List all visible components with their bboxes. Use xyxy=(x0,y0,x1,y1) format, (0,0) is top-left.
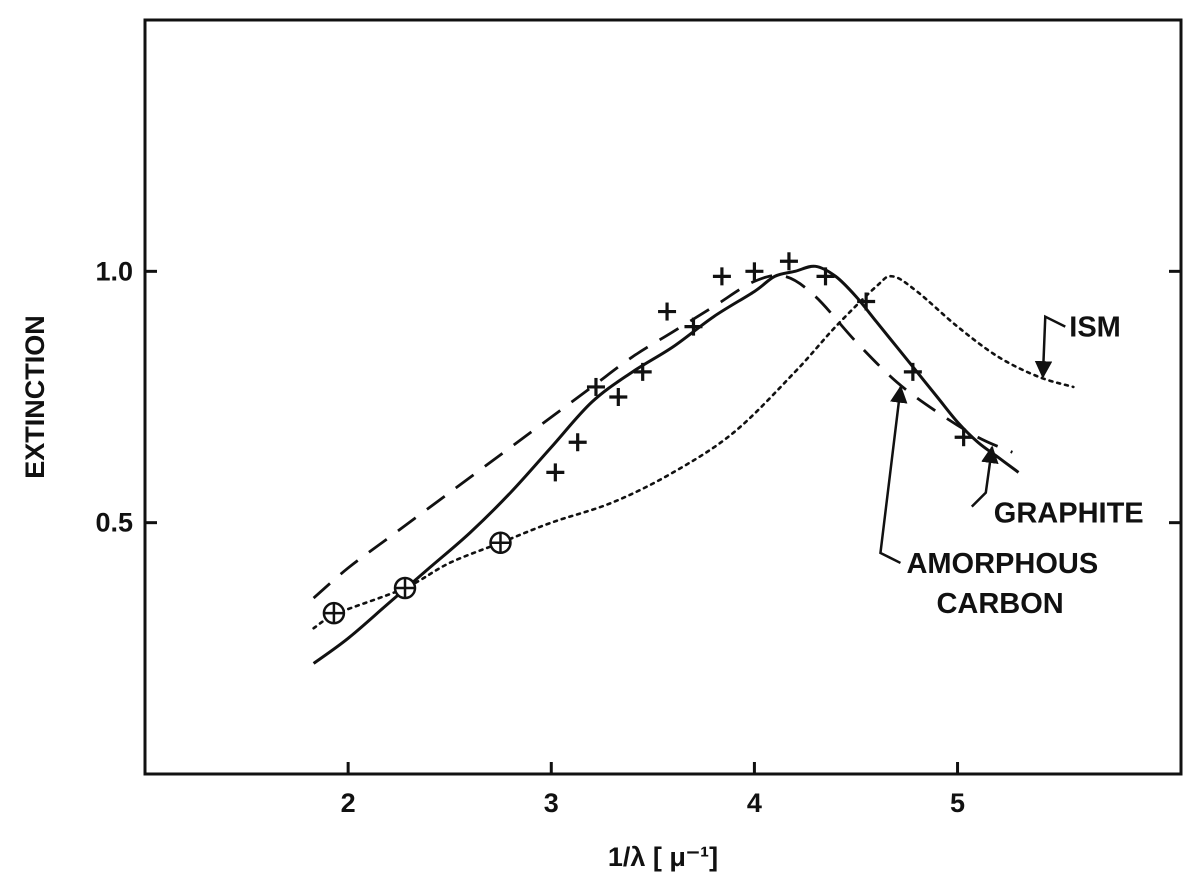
measured-data-point xyxy=(586,377,605,396)
x-axis-tick-labels: 2 3 4 5 xyxy=(341,788,965,818)
y-axis-label: EXTINCTION xyxy=(20,315,50,479)
y-axis-ticks xyxy=(145,269,1181,525)
y-axis-tick-labels: 0.5 1.0 xyxy=(95,256,133,537)
x-tick-label: 3 xyxy=(544,788,559,818)
measured-data-point xyxy=(568,433,587,452)
x-tick-label: 4 xyxy=(747,788,762,818)
series-ism-line xyxy=(312,274,1075,630)
ism-data-point xyxy=(489,531,512,555)
measured-data-point xyxy=(857,292,876,311)
x-axis-ticks xyxy=(346,762,960,774)
measured-data-point xyxy=(816,267,835,286)
markers-layer xyxy=(322,252,973,625)
ism-data-point xyxy=(393,576,417,600)
annotation-ism-arrow xyxy=(1034,314,1066,379)
series-layer xyxy=(312,264,1075,665)
x-tick-label: 5 xyxy=(950,788,965,818)
annotation-graphite-label: GRAPHITE xyxy=(994,498,1144,530)
ism-data-point xyxy=(322,601,346,625)
annotation-ism-label: ISM xyxy=(1069,312,1121,344)
x-axis-label: 1/λ [ μ⁻¹] xyxy=(608,842,718,872)
plot-frame xyxy=(143,18,1183,776)
measured-data-point xyxy=(745,262,764,281)
annotation-amorphous-arrow xyxy=(879,385,908,565)
measured-data-point xyxy=(684,317,703,336)
series-graphite-line xyxy=(312,264,1020,665)
y-tick-label: 1.0 xyxy=(95,256,133,286)
annotation-amorphous-label-line2: CARBON xyxy=(936,588,1063,620)
measured-data-point xyxy=(658,302,677,321)
measured-data-point xyxy=(546,463,565,482)
annotation-amorphous-label-line1: AMORPHOUS xyxy=(906,548,1098,580)
measured-data-point xyxy=(954,428,973,447)
series-amorphous-carbon-line xyxy=(312,273,1013,600)
measured-data-point xyxy=(633,362,652,381)
annotation-graphite-arrow xyxy=(970,445,999,508)
x-tick-label: 2 xyxy=(341,788,356,818)
measured-data-point xyxy=(779,252,798,271)
annotations-layer: ISM GRAPHITE AMORPHOUS CARBON xyxy=(879,312,1144,620)
measured-data-point xyxy=(712,267,731,286)
measured-data-point xyxy=(609,388,628,406)
y-tick-label: 0.5 xyxy=(95,508,133,538)
measured-data-point xyxy=(903,362,922,381)
